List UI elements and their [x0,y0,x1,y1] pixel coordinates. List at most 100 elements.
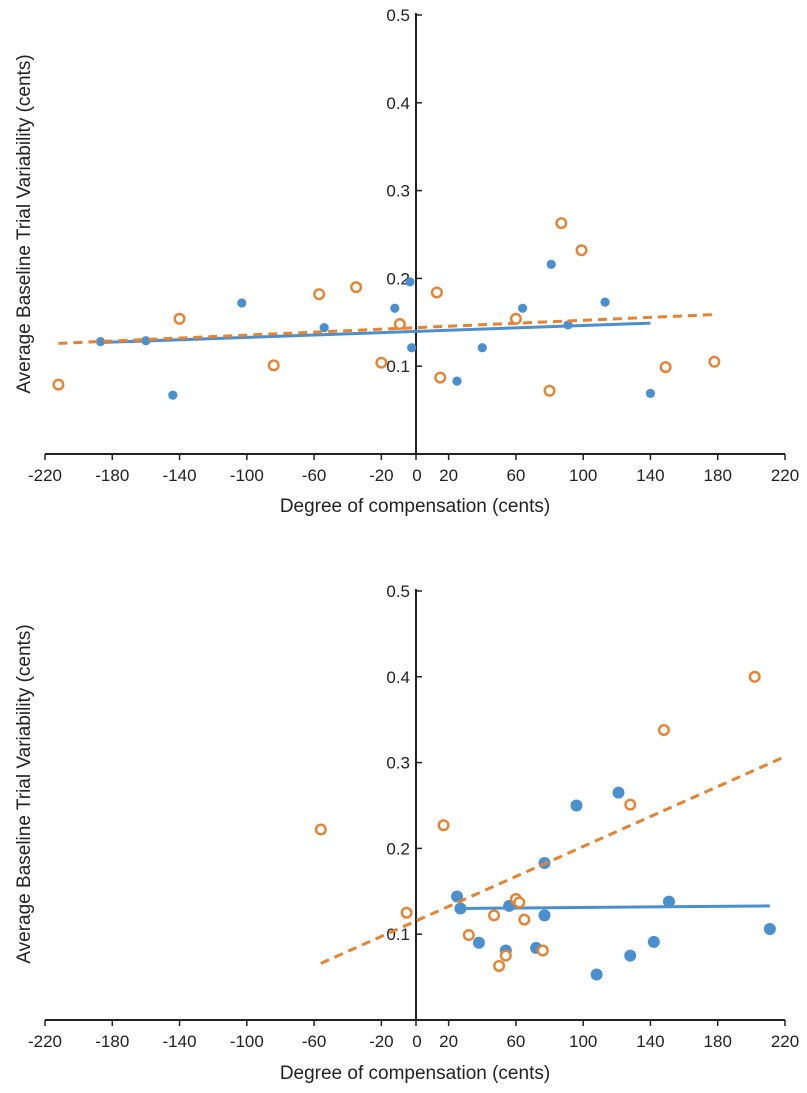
x-tick-label: -60 [302,466,327,485]
data-point-filled [647,935,660,948]
data-point-open [624,798,637,811]
x-tick-label: 140 [636,1032,664,1051]
data-point-filled [319,322,329,333]
data-point-filled [95,337,106,347]
x-tick-label: -140 [163,1032,197,1051]
x-tick-label: -180 [95,466,129,485]
x-tick-label: 180 [704,466,732,485]
data-point-open [708,355,721,368]
y-tick-label: 0.5 [386,582,410,601]
data-point-filled [538,909,551,922]
data-point-filled [477,343,487,353]
data-point-filled [624,949,637,962]
y-tick-label: 0.2 [386,269,410,288]
data-point-open [437,819,450,832]
data-point-open [536,944,549,957]
data-point-filled [570,799,583,812]
data-point-open [493,959,506,972]
data-point-open [555,217,568,230]
data-point-open [400,906,413,919]
data-point-open [375,356,388,369]
data-point-filled [662,895,675,908]
data-point-filled [237,298,247,308]
x-tick-label: -60 [302,1032,327,1051]
data-point-filled [452,376,462,386]
data-point-filled [518,303,528,313]
data-point-open [267,359,280,372]
regression-line-solid [100,321,651,344]
y-tick-label: 0.3 [386,182,410,201]
y-tick-label: 0.1 [386,357,410,376]
x-tick-label: 180 [704,1032,732,1051]
data-point-open [462,929,475,942]
y-axis-title: Average Baseline Trial Variability (cent… [14,54,35,393]
y-tick-label: 0.4 [386,668,410,687]
data-point-filled [763,923,776,936]
data-point-open [488,909,501,922]
x-tick-label: 0 [412,466,421,485]
y-tick-label: 0.4 [386,94,410,113]
data-point-open [575,244,588,257]
x-tick-label: 20 [439,466,458,485]
data-point-open [509,312,522,325]
data-point-filled [454,902,467,915]
x-tick-label: 100 [569,466,597,485]
data-point-filled [405,277,415,287]
data-point-open [430,286,443,299]
data-point-filled [407,343,417,353]
x-axis-title: Degree of compensation (cents) [280,496,550,517]
data-point-open [52,378,65,391]
x-tick-label: -100 [230,466,264,485]
y-axis-title: Average Baseline Trial Variability (cent… [14,624,35,963]
x-tick-label: 0 [412,1032,421,1051]
y-tick-label: 0.3 [386,754,410,773]
y-tick-label: 0.2 [386,839,410,858]
data-point-open [513,896,526,909]
data-point-open [659,361,672,374]
data-point-open [748,670,761,683]
x-tick-label: 140 [636,466,664,485]
x-tick-label: -220 [28,1032,62,1051]
data-point-filled [563,320,573,330]
data-point-filled [546,259,556,269]
data-point-open [350,281,363,294]
x-tick-label: -220 [28,466,62,485]
x-tick-label: 60 [506,1032,525,1051]
data-point-filled [612,786,625,799]
data-point-open [543,384,556,397]
data-point-open [518,913,531,926]
regression-line-dashed [320,755,786,965]
scatter-chart-bottom: -220 -180 -140 -100 -60 -20 0 20 60 100 140 180 220 0… [14,582,799,1084]
data-point-open [173,312,186,325]
x-tick-label: 100 [569,1032,597,1051]
data-point-filled [590,968,603,981]
data-point-filled [472,936,485,949]
scatter-chart-top: -220 -180 -140 -100 -60 -20 0 20 60 100 140 180 220 0… [14,6,799,517]
data-point-filled [141,336,151,346]
data-point-filled [645,388,656,399]
x-tick-label: -100 [230,1032,264,1051]
x-tick-label: 220 [771,466,799,485]
data-point-filled [168,390,178,400]
y-tick-label: 0.1 [386,925,410,944]
data-point-open [313,288,326,301]
data-point-open [657,723,670,736]
x-tick-label: -20 [369,466,394,485]
x-tick-label: 220 [771,1032,799,1051]
y-tick-label: 0.5 [386,6,410,25]
regression-line-dashed [58,312,718,345]
x-tick-label: -140 [163,466,197,485]
data-point-open [434,371,447,384]
data-point-filled [600,297,610,307]
data-point-filled [451,890,464,903]
data-point-filled [390,303,400,313]
data-point-open [393,318,406,331]
data-point-open [314,823,327,836]
x-tick-label: 60 [506,466,525,485]
x-tick-label: -180 [95,1032,129,1051]
x-tick-label: -20 [369,1032,394,1051]
x-axis-title: Degree of compensation (cents) [280,1063,550,1084]
x-tick-label: 20 [439,1032,458,1051]
data-point-open [499,949,512,962]
